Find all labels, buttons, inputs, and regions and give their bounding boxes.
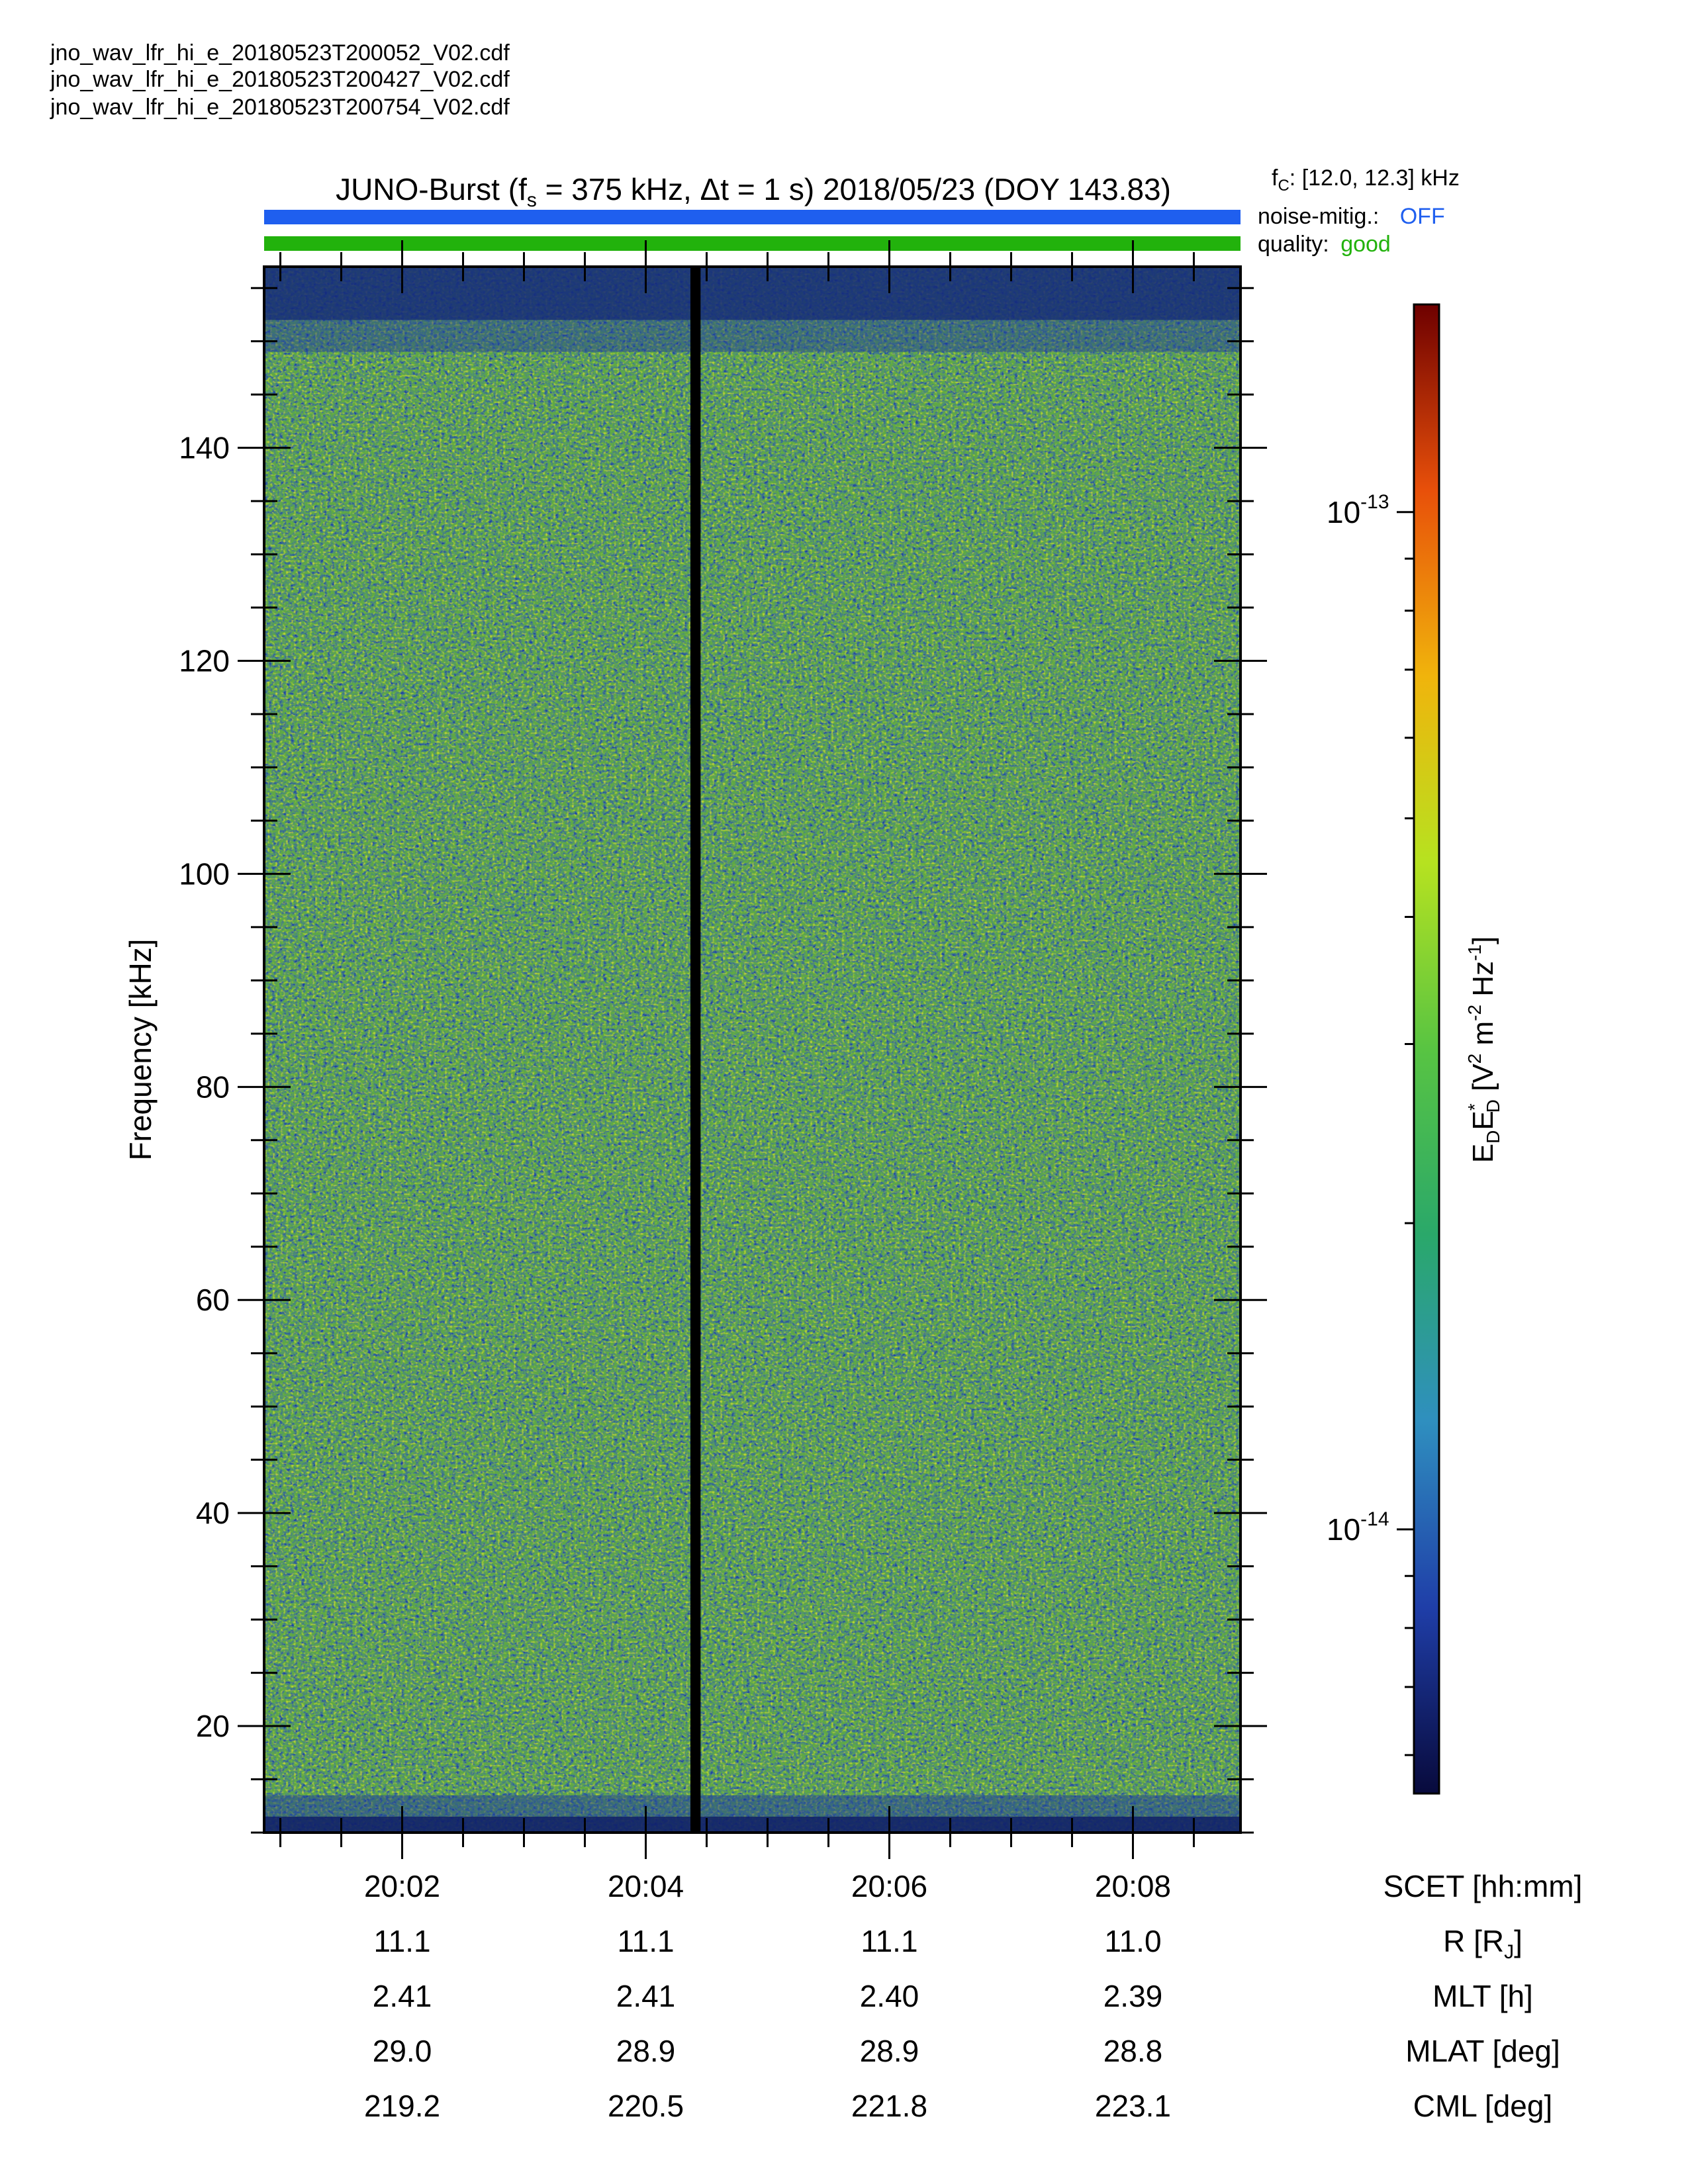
data-gap: [690, 267, 701, 1833]
ephemeris-mlat-value: 28.9: [616, 2034, 676, 2068]
ephemeris-mlt-value: 2.39: [1103, 1979, 1163, 2013]
ephemeris-cml-value: 223.1: [1095, 2089, 1171, 2123]
colorbar: [1413, 303, 1440, 1795]
ephemeris-mlat-value: 28.8: [1103, 2034, 1163, 2068]
ephemeris-scet-value: 20:08: [1095, 1869, 1171, 1903]
noise-mitig-status: noise-mitig.: OFF: [1258, 204, 1445, 229]
spectrogram-background: [264, 267, 1241, 1833]
ephemeris-row-label: MLAT [deg]: [1405, 2034, 1560, 2068]
ephemeris-r-value: 11.1: [861, 1924, 917, 1958]
spectrogram-band-2: [264, 1795, 1241, 1817]
ephemeris-row-label: MLT [h]: [1432, 1979, 1533, 2013]
y-tick-label: 40: [196, 1496, 230, 1530]
ephemeris-mlt-value: 2.41: [616, 1979, 676, 2013]
y-tick-label: 80: [196, 1069, 230, 1104]
ephemeris-mlat-value: 28.9: [860, 2034, 919, 2068]
ephemeris-row-label: SCET [hh:mm]: [1383, 1869, 1583, 1903]
quality-status: quality: good: [1258, 232, 1391, 257]
ephemeris-r-value: 11.1: [373, 1924, 430, 1958]
spectrogram-bands: [264, 267, 1241, 1833]
y-axis-label: Frequency [kHz]: [123, 939, 158, 1161]
y-tick-label: 120: [179, 644, 230, 678]
quality-value: good: [1340, 232, 1391, 257]
y-tick-label: 100: [179, 856, 230, 891]
spectrogram-plot: [263, 265, 1242, 1834]
filename-3: jno_wav_lfr_hi_e_20180523T200754_V02.cdf: [50, 95, 510, 120]
noise-mitig-bar: [264, 210, 1241, 224]
filename-1: jno_wav_lfr_hi_e_20180523T200052_V02.cdf: [50, 40, 510, 66]
x-axis: [279, 240, 1195, 1859]
colorbar-axis: 10-13 10-14: [1327, 491, 1414, 1756]
ephemeris-r-value: 11.0: [1104, 1924, 1161, 1958]
y-tick-label: 60: [196, 1283, 230, 1317]
spectrogram-band-0: [264, 267, 1241, 320]
ephemeris-mlat-value: 29.0: [373, 2034, 432, 2068]
ephemeris-mlt-value: 2.41: [373, 1979, 432, 2013]
y-tick-label: 20: [196, 1709, 230, 1743]
ephemeris-row-label: CML [deg]: [1413, 2089, 1553, 2123]
colorbar-tick-label: 10-13: [1327, 491, 1389, 529]
filename-2: jno_wav_lfr_hi_e_20180523T200427_V02.cdf: [50, 67, 510, 92]
spectrogram-band-3: [264, 1816, 1241, 1833]
fc-readout: fC: [12.0, 12.3] kHz: [1272, 165, 1460, 195]
ephemeris-cml-value: 220.5: [608, 2089, 684, 2123]
ephemeris-table: 20:02 11.1 2.41 29.0 219.2 20:04 11.1 2.41 28.9 2…: [364, 1869, 1582, 2123]
quality-bar: [264, 236, 1241, 251]
chart-title: JUNO-Burst (fs = 375 kHz, Δt = 1 s) 2018…: [336, 172, 1171, 211]
y-tick-label: 140: [179, 431, 230, 465]
ephemeris-cml-value: 221.8: [851, 2089, 927, 2123]
ephemeris-cml-value: 219.2: [364, 2089, 440, 2123]
ephemeris-scet-value: 20:02: [364, 1869, 440, 1903]
ephemeris-scet-value: 20:04: [608, 1869, 684, 1903]
ephemeris-r-value: 11.1: [617, 1924, 674, 1958]
plot-frame: [263, 265, 1242, 1834]
ephemeris-scet-value: 20:06: [851, 1869, 927, 1903]
colorbar-label: EDE*D [V2 m-2 Hz-1]: [1464, 936, 1503, 1163]
noise-mitig-value: OFF: [1399, 204, 1445, 229]
spectrogram-band-1: [264, 320, 1241, 352]
ephemeris-row-label: R [RJ]: [1443, 1924, 1523, 1963]
colorbar-tick-label: 10-14: [1327, 1508, 1389, 1547]
ephemeris-mlt-value: 2.40: [860, 1979, 919, 2013]
y-axis: 20 40 60 80 100 120 140: [179, 287, 1267, 1834]
